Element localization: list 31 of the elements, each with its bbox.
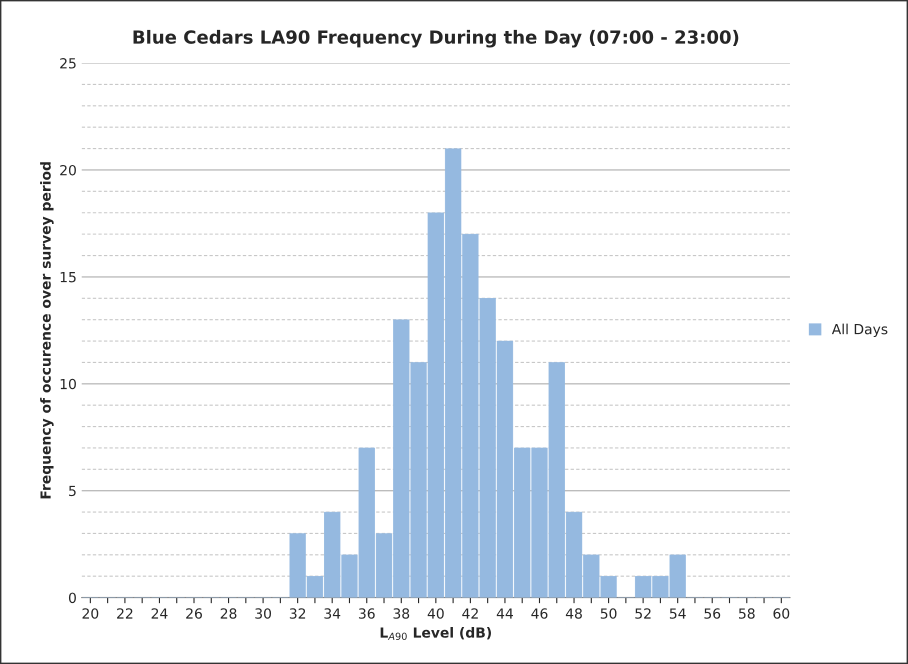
y-tick-label: 15 [60,272,76,282]
x-tick-label: 42 [462,608,478,619]
x-tick-label: 52 [635,608,651,619]
x-tick-label: 50 [600,608,616,619]
legend-label: All Days [832,324,888,338]
x-tick-label: 40 [428,608,444,619]
chart-title: Blue Cedars LA90 Frequency During the Day (07:00 - 23:00) [134,30,738,48]
x-tick-label: 44 [496,608,513,619]
y-tick-label: 0 [68,592,76,604]
y-tick-label: 25 [60,58,76,69]
x-tick-label: 38 [394,608,410,619]
y-axis-title: Frequency of occurence over survey period [40,162,54,498]
x-tick-label: 36 [358,608,375,619]
x-tick-label: 54 [670,608,686,619]
y-tick-label: 20 [60,164,76,176]
x-tick-label: 26 [186,608,202,619]
y-tick-label: 5 [69,486,76,496]
x-tick-label: 34 [324,608,340,619]
x-tick-label: 58 [739,608,755,619]
x-tick-label: 32 [290,608,306,619]
x-tick-label: 56 [704,608,720,619]
x-tick-label: 24 [152,608,168,619]
x-tick-label: 46 [531,608,548,619]
x-tick-label: 28 [220,608,236,619]
y-tick-label: 10 [60,378,76,390]
x-tick-label: 30 [255,608,272,619]
x-tick-label: 20 [82,608,98,619]
x-axis-title: L$_{A90}$ Level (dB) [380,627,491,640]
x-tick-label: 22 [117,608,132,619]
x-tick-label: 60 [773,608,790,619]
x-tick-label: 48 [566,608,582,619]
